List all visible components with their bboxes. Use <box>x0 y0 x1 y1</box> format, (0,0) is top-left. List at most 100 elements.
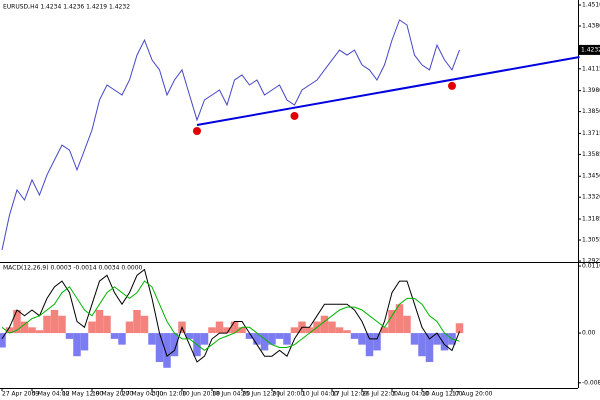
y-tick-label: 1.3185 <box>582 216 600 223</box>
x-tick-label: 10 Jun 20:00 <box>182 391 220 398</box>
histogram-bar <box>155 333 164 362</box>
swing-low-marker <box>193 127 201 135</box>
histogram-bar <box>335 327 344 334</box>
y-tick-label: 1.2925 <box>582 258 600 265</box>
swing-low-marker <box>448 81 456 90</box>
x-tick-label: 10 Aug 12:00 <box>422 391 463 398</box>
signal-line <box>1 280 460 352</box>
histogram-bar <box>230 321 239 334</box>
histogram-bar <box>110 333 119 339</box>
x-tick-label: 18 Jun 04:00 <box>212 391 250 398</box>
histogram-bar <box>455 323 464 334</box>
y-tick-label: 1.4115 <box>582 65 600 72</box>
histogram-bar <box>260 333 269 351</box>
price-line <box>1 19 460 251</box>
x-tick-label: 17 Jul 12:00 <box>332 391 368 398</box>
x-tick-label: 27 Apr 2009 <box>2 391 39 398</box>
histogram-bar <box>65 333 74 339</box>
y-tick-label: 1.3320 <box>582 194 600 201</box>
histogram-bar <box>95 309 104 334</box>
histogram-bar <box>403 315 411 334</box>
x-tick-label: 10 Jul 04:00 <box>302 391 338 398</box>
histogram-bar <box>140 315 149 334</box>
histogram-bar <box>88 321 96 334</box>
histogram-bar <box>238 327 246 334</box>
histogram-bar <box>185 333 194 339</box>
histogram-bar <box>268 333 276 345</box>
histogram-bar <box>245 333 254 339</box>
histogram-bar <box>440 333 449 351</box>
x-tick-label: 12 May 12:00 <box>62 391 103 398</box>
y-tick-label: 1.3450 <box>582 173 600 180</box>
histogram-bar <box>380 327 389 334</box>
histogram-bar <box>343 330 351 334</box>
y-tick-label: 1.3850 <box>582 108 600 115</box>
histogram-bar <box>320 315 329 334</box>
histogram-bar <box>328 321 336 334</box>
histogram-bar <box>28 327 36 334</box>
y-tick-label: 1.3715 <box>582 130 600 137</box>
x-tick-label: 25 Jun 12:00 <box>242 391 280 398</box>
histogram-bar <box>43 315 51 334</box>
histogram-bar <box>290 327 299 334</box>
x-tick-label: 2 Jul 20:00 <box>272 391 304 398</box>
x-tick-label: 3 Aug 04:00 <box>392 391 429 398</box>
histogram-bar <box>253 333 261 345</box>
histogram-bar <box>0 333 6 348</box>
last-price-box <box>579 44 600 55</box>
histogram-bar <box>35 330 44 334</box>
y-tick-label: 1.3585 <box>582 151 600 158</box>
y-tick-label: 0.0116 <box>582 263 600 270</box>
y-tick-label: 1.3055 <box>582 237 600 244</box>
x-tick-label: 5 May 04:00 <box>32 391 70 398</box>
histogram-bar <box>418 333 426 357</box>
histogram-bar <box>275 333 284 339</box>
histogram-bar <box>305 327 314 334</box>
histogram-bar <box>133 309 141 334</box>
histogram-bar <box>118 333 126 345</box>
macd-line <box>1 268 460 363</box>
trend-line <box>196 56 580 127</box>
histogram-bar <box>283 333 291 345</box>
histogram-bar <box>395 304 404 334</box>
histogram-bar <box>80 333 89 351</box>
histogram-bar <box>163 333 171 368</box>
y-tick-label: 1.4380 <box>582 23 600 30</box>
x-tick-label: 17 Aug 20:00 <box>452 391 493 398</box>
last-price-label: 1.4232 <box>581 46 600 53</box>
histogram-bar <box>5 327 14 334</box>
y-tick-label: -0.0086 <box>582 379 600 386</box>
swing-low-marker <box>290 111 299 120</box>
histogram-bar <box>13 309 21 334</box>
histogram-bar <box>208 327 216 334</box>
histogram-bar <box>73 333 81 357</box>
histogram-bar <box>365 333 374 357</box>
y-tick-label: 1.4510 <box>582 2 600 9</box>
x-tick-label: 19 May 20:00 <box>92 391 133 398</box>
y-tick-label: 0.00 <box>582 330 596 337</box>
histogram-bar <box>20 321 29 334</box>
histogram-bar <box>350 333 359 339</box>
x-tick-label: 27 May 04:00 <box>122 391 163 398</box>
histogram-bar <box>148 333 156 345</box>
indicator-title: MACD(12,26,9) 0.0003 -0.0014 0.0034 0.00… <box>3 265 143 272</box>
histogram-bar <box>200 333 209 345</box>
histogram-bar <box>170 333 179 357</box>
x-tick-label: 26 Jul 22:00 <box>362 391 398 398</box>
histogram-bar <box>103 315 111 334</box>
chart-title: EURUSD,H4 1.4234 1.4236 1.4219 1.4232 <box>3 4 130 11</box>
histogram-bar <box>58 315 66 334</box>
y-tick-label: 1.3980 <box>582 87 600 94</box>
histogram-bar <box>388 309 396 334</box>
histogram-bar <box>215 321 224 334</box>
histogram-bar <box>125 321 134 334</box>
histogram-bar <box>410 333 419 345</box>
histogram-bar <box>223 327 231 334</box>
x-tick-label: 3 Jun 12:00 <box>152 391 186 398</box>
histogram-bar <box>425 333 434 362</box>
histogram-bar <box>358 333 366 345</box>
histogram-bar <box>373 333 381 351</box>
